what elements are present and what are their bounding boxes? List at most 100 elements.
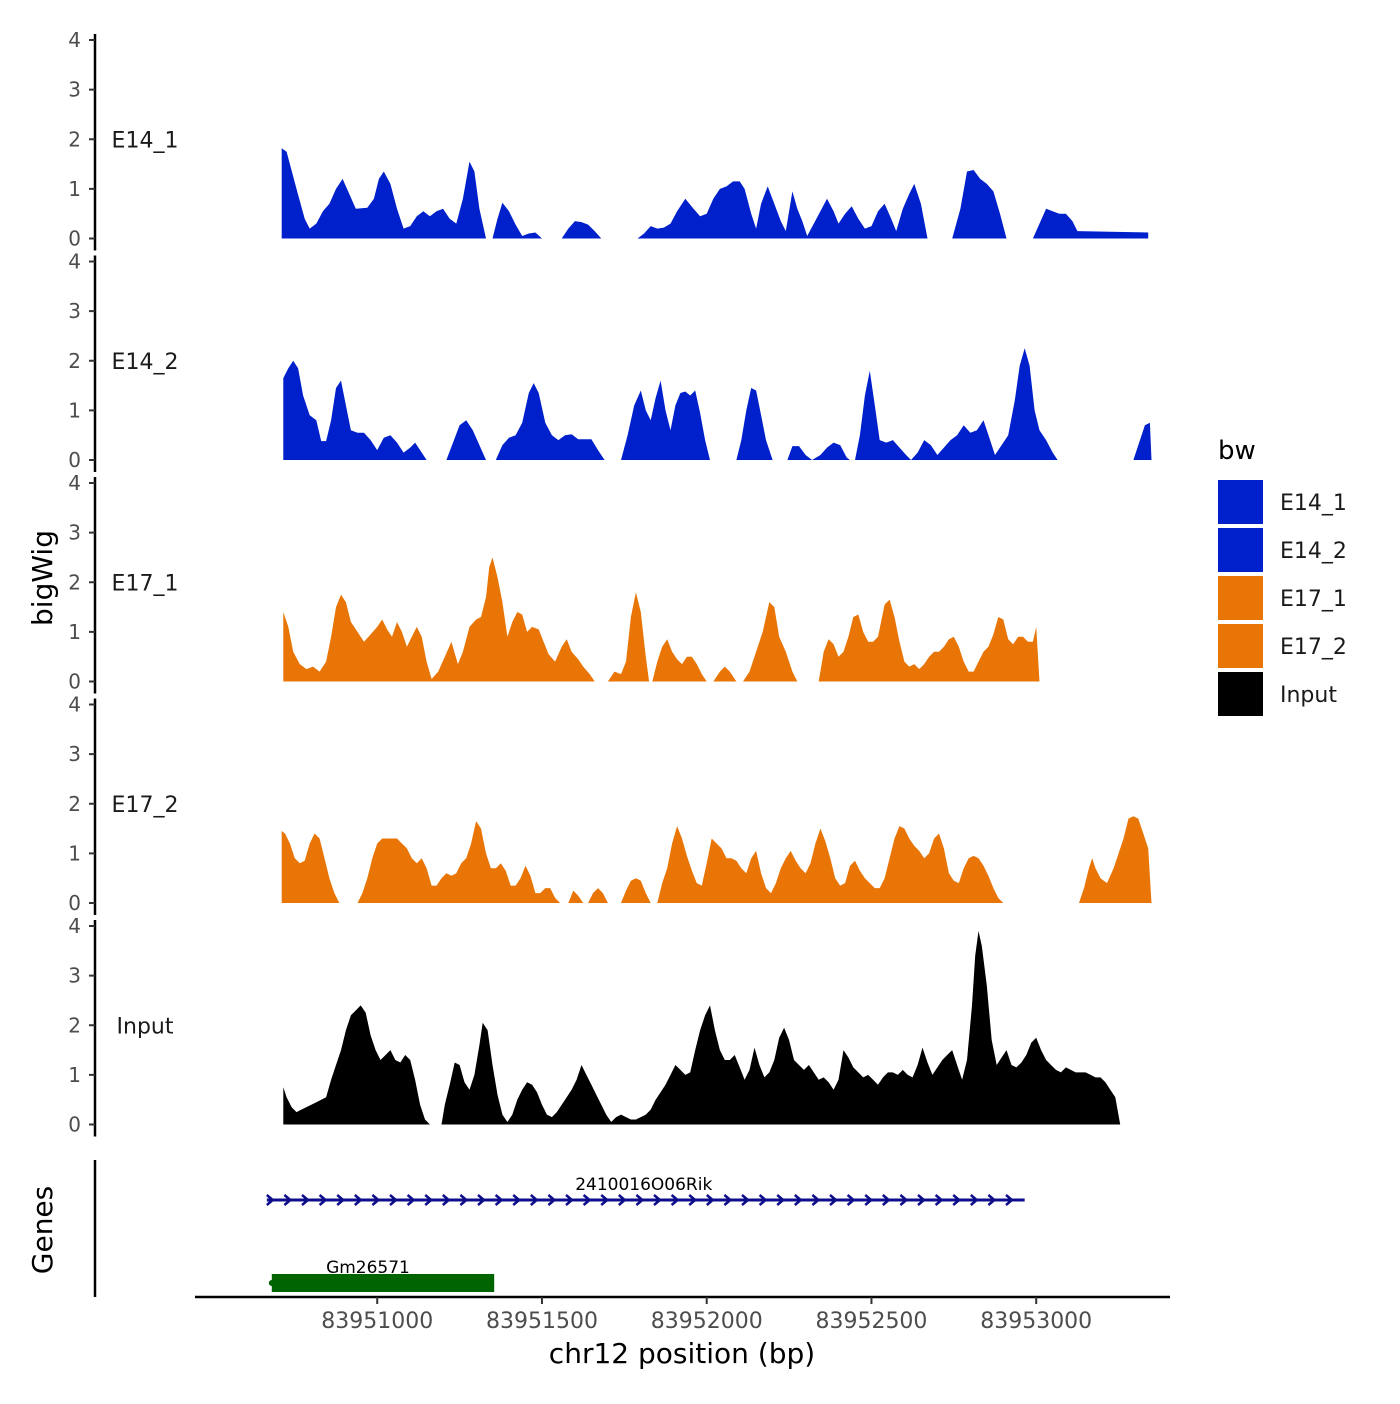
y-tick-label: 2 bbox=[68, 127, 81, 151]
strand-arrow bbox=[600, 1194, 610, 1206]
legend-label-E14_2: E14_2 bbox=[1280, 539, 1347, 564]
strand-arrow bbox=[547, 1194, 557, 1206]
strand-arrow bbox=[635, 1194, 645, 1206]
strand-arrow bbox=[494, 1194, 504, 1206]
y-axis-title: bigWig bbox=[26, 530, 59, 626]
legend-label-Input: Input bbox=[1280, 683, 1337, 708]
strand-arrow bbox=[617, 1194, 627, 1206]
strand-arrow bbox=[477, 1194, 486, 1206]
x-tick-label: 83952500 bbox=[815, 1309, 927, 1334]
strand-arrow bbox=[846, 1194, 856, 1206]
track-E14_1: 0 1 2 3 4 E14_1 bbox=[68, 28, 1149, 251]
strand-arrow bbox=[1005, 1194, 1014, 1206]
strand-arrow bbox=[353, 1194, 363, 1206]
y-tick-label: 3 bbox=[68, 78, 81, 102]
strand-arrow bbox=[793, 1194, 803, 1206]
track-label-E14_2: E14_2 bbox=[112, 350, 179, 375]
y-tick-label: 2 bbox=[68, 349, 81, 373]
coverage-area-E14_1 bbox=[281, 148, 1149, 239]
strand-arrow bbox=[529, 1194, 539, 1206]
strand-arrow bbox=[406, 1194, 416, 1206]
track-label-Input: Input bbox=[117, 1014, 174, 1039]
y-tick-label: 0 bbox=[68, 1113, 81, 1137]
strand-arrow bbox=[512, 1194, 522, 1206]
legend: bw E14_1 E14_2 E17_1 E17_2 Input bbox=[1218, 436, 1347, 716]
y-tick-label: 1 bbox=[68, 620, 81, 644]
y-tick-label: 0 bbox=[68, 670, 81, 694]
y-tick-label: 4 bbox=[68, 693, 81, 717]
x-tick-label: 83953000 bbox=[980, 1309, 1092, 1334]
strand-arrow bbox=[441, 1194, 451, 1206]
y-tick-label: 4 bbox=[68, 914, 81, 938]
x-axis: 83951000 83951500 83952000 83952500 83953000 bbox=[195, 1295, 1170, 1334]
track-label-E14_1: E14_1 bbox=[112, 128, 179, 153]
y-tick-label: 1 bbox=[68, 1063, 81, 1087]
strand-arrow bbox=[424, 1194, 434, 1206]
track-E14_2: 0 1 2 3 4 E14_2 bbox=[68, 250, 1152, 472]
strand-arrow bbox=[265, 1194, 275, 1206]
strand-arrow bbox=[565, 1194, 574, 1206]
strand-arrow bbox=[758, 1194, 768, 1206]
legend-swatch-Input bbox=[1218, 672, 1263, 716]
y-tick-label: 1 bbox=[68, 398, 81, 422]
track-label-E17_2: E17_2 bbox=[112, 793, 179, 818]
track-Input: 0 1 2 3 4 Input bbox=[68, 914, 1121, 1137]
y-tick-label: 2 bbox=[68, 570, 81, 594]
legend-label-E17_2: E17_2 bbox=[1280, 635, 1347, 660]
y-tick-label: 3 bbox=[68, 521, 81, 545]
track-E17_2: 0 1 2 3 4 E17_2 bbox=[68, 693, 1152, 915]
legend-swatch-E17_2 bbox=[1218, 624, 1263, 668]
strand-arrow bbox=[705, 1194, 715, 1206]
coverage-area-E17_2 bbox=[281, 816, 1152, 903]
strand-arrow bbox=[301, 1194, 310, 1206]
y-tick-label: 3 bbox=[68, 299, 81, 323]
legend-swatch-E14_2 bbox=[1218, 528, 1263, 572]
strand-arrow bbox=[688, 1194, 698, 1206]
legend-title: bw bbox=[1218, 436, 1256, 466]
strand-arrow bbox=[952, 1194, 962, 1206]
strand-arrow bbox=[389, 1194, 398, 1206]
x-tick-label: 83952000 bbox=[651, 1309, 763, 1334]
track-label-E17_1: E17_1 bbox=[112, 571, 179, 596]
x-tick-label: 83951000 bbox=[321, 1309, 433, 1334]
gene-end-dot bbox=[268, 1280, 275, 1286]
legend-swatch-E14_1 bbox=[1218, 480, 1263, 524]
y-tick-label: 3 bbox=[68, 742, 81, 766]
strand-arrow bbox=[917, 1194, 926, 1206]
legend-label-E17_1: E17_1 bbox=[1280, 587, 1347, 612]
coverage-area-Input bbox=[283, 931, 1121, 1125]
strand-arrow bbox=[864, 1194, 874, 1206]
strand-arrow bbox=[283, 1194, 293, 1206]
y-tick-label: 1 bbox=[68, 841, 81, 865]
strand-arrow bbox=[969, 1194, 979, 1206]
strand-arrow bbox=[829, 1194, 838, 1206]
gene-Gm26571: Gm26571 bbox=[268, 1258, 495, 1292]
y-tick-label: 2 bbox=[68, 792, 81, 816]
strand-arrow bbox=[582, 1194, 592, 1206]
genes-track: 2410016O06Rik Gm26571 bbox=[93, 1160, 1025, 1297]
y-tick-label: 3 bbox=[68, 964, 81, 988]
coverage-area-E14_2 bbox=[283, 348, 1152, 460]
gene-label: 2410016O06Rik bbox=[575, 1175, 712, 1195]
y-tick-label: 1 bbox=[68, 177, 81, 201]
strand-arrow bbox=[934, 1194, 944, 1206]
strand-arrow bbox=[741, 1194, 750, 1206]
coverage-tracks: 0 1 2 3 4 E14_1 0 1 2 3 4 E14_2 0 1 2 3 4 E17_1 0 1 2 3 4 E17_2… bbox=[68, 28, 1152, 1137]
legend-label-E14_1: E14_1 bbox=[1280, 491, 1347, 516]
strand-arrow bbox=[459, 1194, 469, 1206]
genes-axis-title: Genes bbox=[26, 1186, 59, 1274]
y-tick-label: 0 bbox=[68, 891, 81, 915]
y-tick-label: 2 bbox=[68, 1013, 81, 1037]
strand-arrow bbox=[723, 1194, 733, 1206]
strand-arrow bbox=[811, 1194, 821, 1206]
strand-arrow bbox=[371, 1194, 381, 1206]
strand-arrow bbox=[776, 1194, 786, 1206]
coverage-area-E17_1 bbox=[283, 557, 1040, 682]
track-E17_1: 0 1 2 3 4 E17_1 bbox=[68, 471, 1040, 694]
gene-label: Gm26571 bbox=[326, 1258, 410, 1278]
x-tick-label: 83951500 bbox=[486, 1309, 598, 1334]
strand-arrow bbox=[670, 1194, 680, 1206]
legend-swatch-E17_1 bbox=[1218, 576, 1263, 620]
